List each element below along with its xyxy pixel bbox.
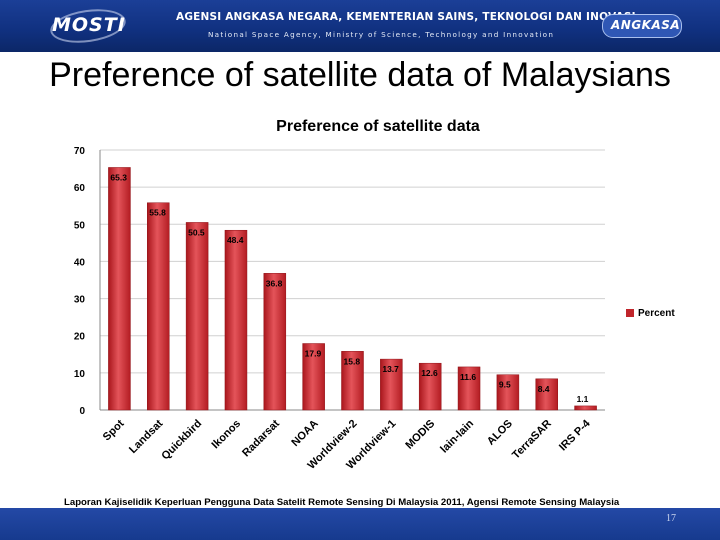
bar-chart: Preference of satellite data 0 10 20 30 40 50… bbox=[74, 118, 675, 472]
legend: Percent bbox=[626, 308, 675, 319]
data-label: 1.1 bbox=[577, 394, 589, 404]
data-label: 50.5 bbox=[188, 227, 205, 237]
x-tick-label: Radarsat bbox=[240, 417, 282, 459]
data-label: 8.4 bbox=[538, 384, 550, 394]
bars bbox=[108, 167, 597, 411]
legend-label: Percent bbox=[638, 308, 675, 319]
y-tick-label: 70 bbox=[74, 146, 86, 157]
data-label: 48.4 bbox=[227, 235, 244, 245]
x-tick-label: Quickbird bbox=[159, 418, 204, 463]
y-tick-label: 10 bbox=[74, 369, 86, 380]
y-axis-ticks: 0 10 20 30 40 50 60 70 bbox=[74, 146, 86, 417]
source-citation: Laporan Kajiselidik Keperluan Pengguna D… bbox=[64, 497, 620, 508]
x-tick-label: Landsat bbox=[127, 417, 166, 456]
x-tick-label: TerraSAR bbox=[510, 418, 554, 462]
data-label: 13.7 bbox=[382, 364, 399, 374]
bar-alos bbox=[496, 374, 520, 411]
chart-title: Preference of satellite data bbox=[276, 118, 480, 135]
angkasa-logo: ANGKASA bbox=[602, 14, 682, 38]
bar-noaa bbox=[302, 343, 325, 411]
slide-title: Preference of satellite data of Malaysia… bbox=[49, 56, 671, 94]
data-label: 36.8 bbox=[266, 278, 283, 288]
x-tick-label: lain-lain bbox=[438, 417, 476, 455]
organization-title: AGENSI ANGKASA NEGARA, KEMENTERIAN SAINS… bbox=[176, 11, 636, 23]
data-label: 15.8 bbox=[344, 356, 361, 366]
organization-subtitle: National Space Agency, Ministry of Scien… bbox=[208, 30, 555, 39]
bar-worldview-2 bbox=[341, 351, 364, 411]
data-label: 9.5 bbox=[499, 380, 511, 390]
header-banner: MOSTI AGENSI ANGKASA NEGARA, KEMENTERIAN… bbox=[0, 0, 720, 52]
angkasa-logo-text: ANGKASA bbox=[611, 18, 681, 32]
bar-lain-lain bbox=[457, 366, 481, 411]
y-tick-label: 0 bbox=[79, 406, 85, 417]
bar-quickbird bbox=[185, 222, 209, 411]
bar-spot bbox=[108, 167, 131, 411]
bar-terrasar bbox=[535, 378, 558, 411]
footer-bar bbox=[0, 508, 720, 540]
x-tick-label: Spot bbox=[101, 417, 127, 443]
mosti-logo: MOSTI bbox=[48, 4, 128, 48]
gridlines bbox=[99, 149, 605, 411]
y-tick-label: 40 bbox=[74, 257, 86, 268]
x-tick-label: MODIS bbox=[403, 418, 437, 452]
y-tick-label: 30 bbox=[74, 295, 86, 306]
data-label: 55.8 bbox=[149, 208, 166, 218]
x-tick-label: NOAA bbox=[289, 418, 320, 449]
data-label: 65.3 bbox=[110, 172, 127, 182]
page-number: 17 bbox=[666, 513, 676, 524]
x-tick-label: Ikonos bbox=[210, 418, 244, 452]
data-label: 12.6 bbox=[421, 368, 438, 378]
data-label: 17.9 bbox=[305, 349, 322, 359]
y-tick-label: 20 bbox=[74, 332, 86, 343]
mosti-logo-text: MOSTI bbox=[52, 14, 126, 36]
bar-radarsat bbox=[263, 273, 287, 411]
data-label: 11.6 bbox=[460, 372, 476, 382]
x-tick-label: IRS P-4 bbox=[557, 417, 593, 453]
bar-worldview-1 bbox=[380, 358, 403, 411]
y-tick-label: 50 bbox=[74, 220, 86, 231]
bar-ikonos bbox=[224, 229, 248, 411]
bar-irs-p-4 bbox=[574, 405, 597, 411]
bar-landsat bbox=[147, 202, 170, 411]
x-tick-label: ALOS bbox=[485, 418, 515, 448]
y-tick-label: 60 bbox=[74, 183, 86, 194]
data-labels: 65.3 55.8 50.5 48.4 36.8 17.9 15.8 13.7 12.6 11.6… bbox=[110, 172, 588, 403]
bar-modis bbox=[418, 362, 442, 411]
legend-swatch bbox=[626, 309, 634, 317]
